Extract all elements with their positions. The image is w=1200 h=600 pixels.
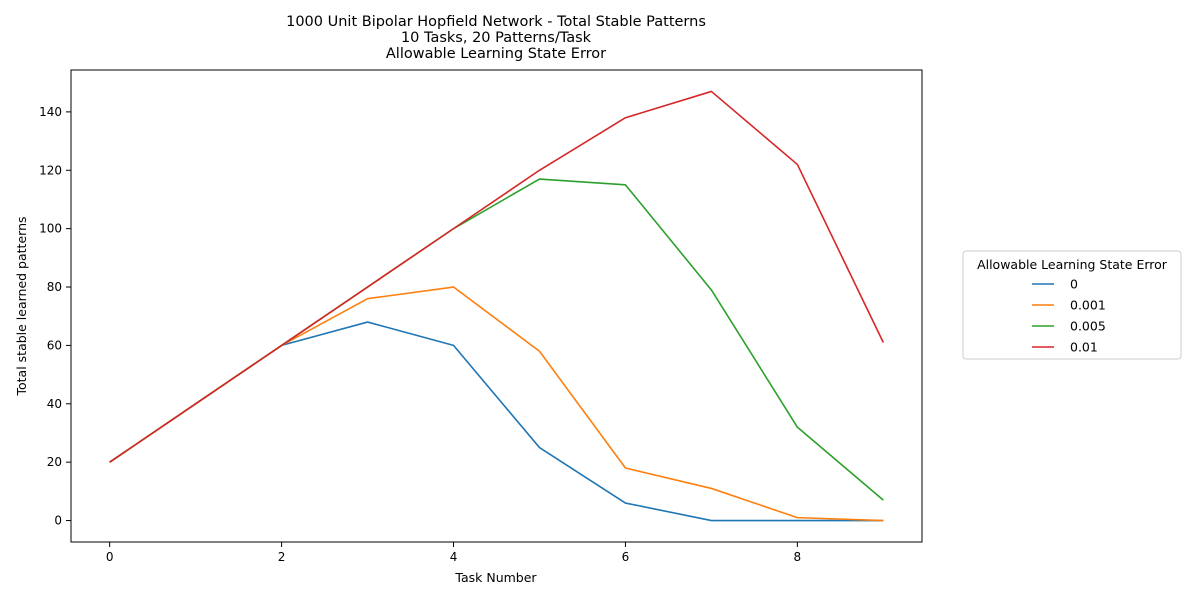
y-tick-label: 60 xyxy=(47,338,62,352)
y-tick-label: 120 xyxy=(39,163,62,177)
x-tick-label: 8 xyxy=(794,550,802,564)
chart-title-line: 10 Tasks, 20 Patterns/Task xyxy=(401,30,592,46)
y-axis-ticks: 0 20 40 60 80 100 120 140 xyxy=(39,105,71,528)
legend-label: 0.005 xyxy=(1070,319,1106,334)
series-line-0 xyxy=(109,321,884,522)
y-tick-label: 20 xyxy=(47,455,62,469)
x-tick-label: 0 xyxy=(106,550,114,564)
y-axis-label: Total stable learned patterns xyxy=(14,216,29,396)
series-line-1 xyxy=(109,286,884,522)
y-tick-label: 40 xyxy=(47,397,62,411)
legend-box xyxy=(962,250,1182,360)
chart-title: 1000 Unit Bipolar Hopfield Network - Tot… xyxy=(286,14,706,62)
series-lines xyxy=(109,90,885,522)
chart-title-line: 1000 Unit Bipolar Hopfield Network - Tot… xyxy=(286,14,706,30)
legend-items: 0 0.001 0.005 0.01 xyxy=(1032,277,1106,355)
x-tick-label: 2 xyxy=(278,550,286,564)
legend: Allowable Learning State Error 0 0.001 0.0… xyxy=(962,250,1182,360)
x-tick-label: 4 xyxy=(450,550,458,564)
plot-area xyxy=(70,69,923,543)
y-tick-label: 100 xyxy=(39,222,62,236)
chart-title-line: Allowable Learning State Error xyxy=(386,46,606,62)
x-tick-label: 6 xyxy=(622,550,630,564)
legend-label: 0 xyxy=(1070,277,1078,292)
series-line-2 xyxy=(109,178,884,501)
series-line-3 xyxy=(109,90,885,463)
x-axis-ticks: 0 2 4 6 8 xyxy=(106,542,801,564)
y-tick-label: 80 xyxy=(47,280,62,294)
y-tick-label: 140 xyxy=(39,105,62,119)
x-axis-label: Task Number xyxy=(454,570,537,585)
legend-label: 0.001 xyxy=(1070,298,1106,313)
y-tick-label: 0 xyxy=(54,514,62,528)
legend-title: Allowable Learning State Error xyxy=(977,257,1168,272)
legend-label: 0.01 xyxy=(1070,340,1098,355)
